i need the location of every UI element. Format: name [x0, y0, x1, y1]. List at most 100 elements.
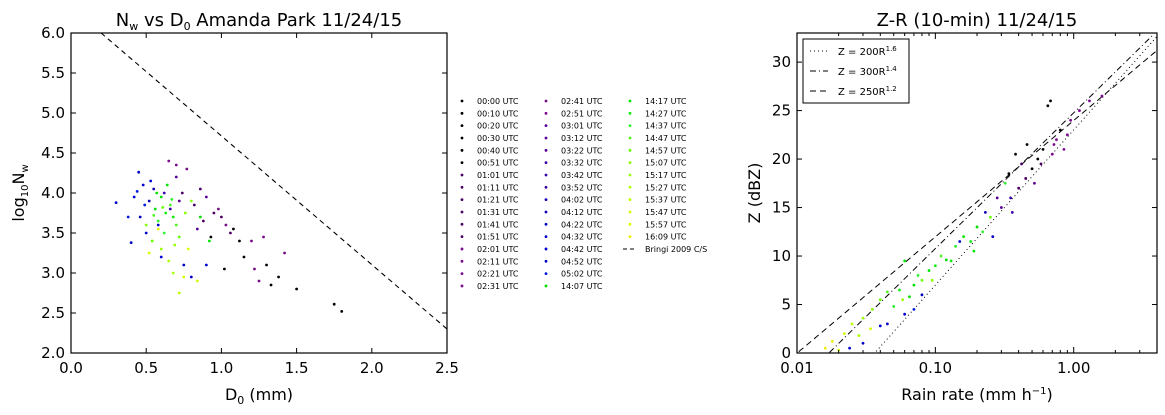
legend-marker: [544, 185, 548, 189]
right-data-point: [933, 264, 937, 268]
left-data-point: [156, 223, 160, 227]
legend-label: 01:31 UTC: [477, 208, 519, 217]
left-data-point: [174, 163, 178, 167]
legend-marker: [544, 161, 548, 165]
right-y-tick-label: 15: [772, 199, 791, 217]
left-data-point: [171, 215, 175, 219]
left-data-point: [156, 227, 160, 231]
left-data-point: [201, 219, 205, 223]
left-data-point: [180, 191, 184, 195]
legend-label: 04:22 UTC: [561, 220, 603, 229]
legend-label: 01:11 UTC: [477, 183, 519, 192]
legend-marker: [628, 161, 632, 165]
legend-label: 00:51 UTC: [477, 159, 519, 168]
legend-label: 03:52 UTC: [561, 183, 603, 192]
right-data-point: [999, 206, 1003, 209]
legend-marker: [628, 111, 632, 115]
legend-label: 14:17 UTC: [645, 97, 687, 106]
left-data-point: [162, 231, 166, 235]
left-data-point: [144, 223, 148, 227]
right-data-point: [944, 258, 948, 262]
legend-marker: [460, 136, 464, 140]
left-data-point: [232, 227, 235, 231]
right-data-point: [857, 334, 861, 337]
left-data-point: [198, 215, 202, 219]
legend-label: 04:32 UTC: [561, 233, 603, 242]
left-data-point: [295, 287, 298, 291]
right-data-point: [842, 332, 846, 336]
right-data-point: [903, 259, 907, 263]
right-data-point: [861, 316, 865, 320]
right-data-point: [823, 346, 827, 350]
legend-label: 00:40 UTC: [477, 146, 519, 155]
legend-label: 01:51 UTC: [477, 233, 519, 242]
right-data-point: [972, 249, 976, 253]
right-x-tick-label: 1.00: [1057, 359, 1090, 377]
legend-label: 03:01 UTC: [561, 122, 603, 131]
left-y-tick-label: 5.0: [41, 104, 65, 122]
left-scatter-points: [114, 159, 344, 313]
legend-label: 04:42 UTC: [561, 245, 603, 254]
right-data-point: [983, 210, 987, 214]
right-data-point: [1014, 152, 1017, 156]
legend-label: 00:00 UTC: [477, 97, 519, 106]
left-data-point: [277, 275, 280, 279]
left-data-point: [144, 231, 148, 235]
left-data-point: [138, 215, 142, 219]
legend-marker: [628, 136, 632, 140]
right-data-point: [1009, 196, 1013, 200]
left-y-axis-label: log10Nw: [9, 164, 31, 221]
left-data-point: [242, 255, 246, 259]
left-data-point: [177, 291, 181, 295]
legend-marker: [460, 148, 464, 152]
right-data-point: [939, 254, 943, 258]
left-data-point: [129, 241, 133, 245]
legend-marker: [628, 210, 632, 214]
left-data-point: [147, 251, 151, 255]
left-data-point: [204, 263, 208, 267]
right-data-point: [969, 240, 973, 243]
left-data-point: [141, 183, 145, 187]
right-data-point: [916, 274, 920, 277]
left-data-point: [186, 247, 190, 251]
right-x-tick-label: 0.10: [919, 359, 952, 377]
left-data-point: [238, 239, 241, 243]
zr-line-dashed: [798, 50, 1158, 353]
legend-label: 00:30 UTC: [477, 134, 519, 143]
right-data-point: [1030, 167, 1034, 171]
right-data-point: [912, 283, 916, 287]
right-data-point: [912, 307, 916, 311]
left-data-point: [340, 310, 344, 313]
right-legend-label: Z = 300R1.4: [838, 65, 897, 78]
right-x-ticks: 0.01 0.10 1.00: [780, 33, 1158, 377]
legend-marker: [544, 272, 548, 276]
legend-marker: [460, 284, 464, 288]
left-data-point: [182, 263, 186, 267]
right-data-point: [1024, 177, 1028, 180]
legend-label: 02:41 UTC: [561, 97, 603, 106]
legend-label: 14:27 UTC: [645, 109, 687, 118]
legend-label: 02:11 UTC: [477, 257, 519, 266]
left-data-point: [195, 227, 199, 231]
right-data-point: [1052, 143, 1056, 146]
left-y-tick-label: 5.5: [41, 64, 65, 82]
right-data-point: [995, 196, 999, 200]
legend-marker: [628, 198, 632, 202]
right-data-point: [1062, 147, 1066, 151]
legend-label: 04:02 UTC: [561, 196, 603, 205]
legend-marker: [628, 148, 632, 152]
legend-label: 04:52 UTC: [561, 257, 603, 266]
left-data-point: [262, 235, 265, 239]
left-data-point: [167, 159, 171, 163]
left-plot-frame: [70, 32, 448, 354]
left-data-point: [177, 235, 181, 239]
left-data-point: [147, 199, 151, 203]
legend-marker: [460, 198, 464, 202]
legend-marker: [460, 173, 464, 177]
left-data-point: [153, 207, 157, 211]
legend-label: 15:57 UTC: [645, 220, 687, 229]
legend-marker: [460, 111, 464, 115]
left-data-point: [143, 203, 147, 207]
left-y-tick-label: 4.5: [41, 144, 65, 162]
